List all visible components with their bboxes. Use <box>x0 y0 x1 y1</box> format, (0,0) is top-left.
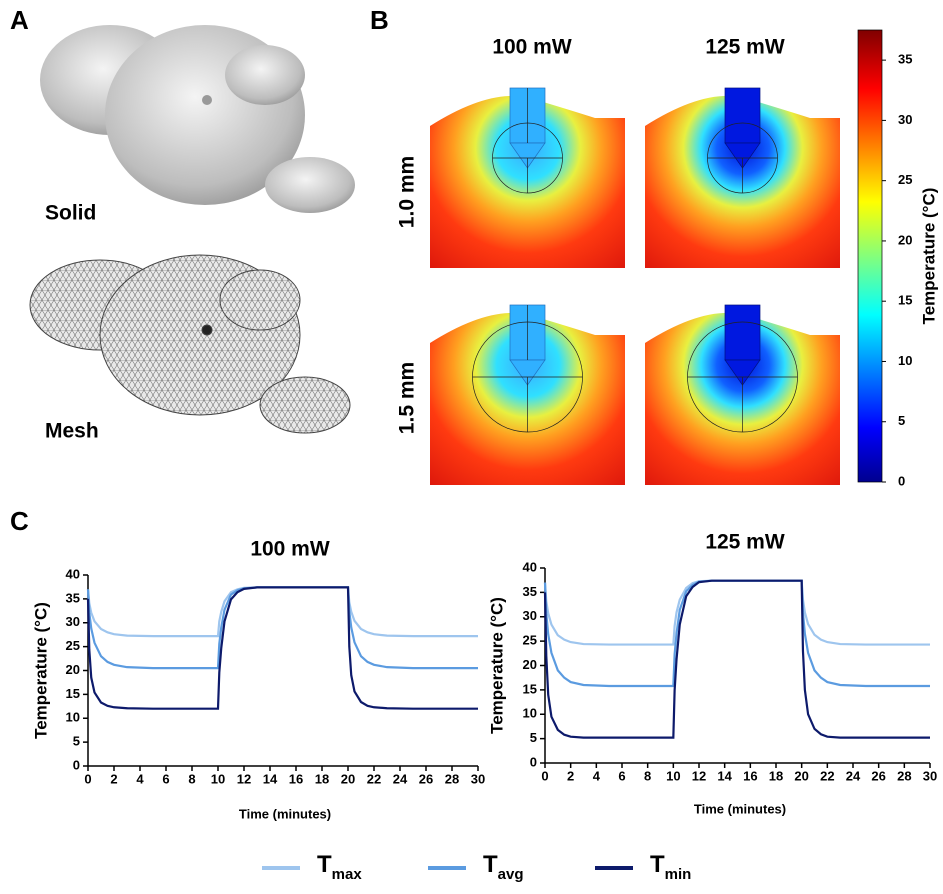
heatmap <box>430 305 625 485</box>
x-tick-label: 12 <box>237 771 251 786</box>
legend-label: Tmax <box>317 851 362 883</box>
row-header: 1.0 mm <box>396 156 419 228</box>
colorbar-tick-label: 25 <box>898 172 912 187</box>
legend-label: Tmin <box>650 851 691 883</box>
colorbar-tick-label: 10 <box>898 353 912 368</box>
x-tick-label: 30 <box>923 768 937 783</box>
x-tick-label: 4 <box>136 771 144 786</box>
x-tick-label: 6 <box>618 768 625 783</box>
x-tick-label: 0 <box>541 768 548 783</box>
y-axis-label: Temperature (°C) <box>487 597 506 734</box>
x-axis-label: Time (minutes) <box>694 801 786 816</box>
x-tick-label: 2 <box>567 768 574 783</box>
series-line <box>88 587 478 668</box>
brain-solid <box>40 25 355 213</box>
y-tick-label: 5 <box>530 730 537 745</box>
chart-title: 100 mW <box>250 538 330 561</box>
panel-label: A <box>10 5 29 35</box>
colorbar-tick-label: 35 <box>898 52 912 67</box>
y-tick-label: 35 <box>523 584 537 599</box>
y-tick-label: 25 <box>66 638 80 653</box>
x-tick-label: 8 <box>188 771 195 786</box>
column-header: 125 mW <box>705 36 785 59</box>
colorbar-tick-label: 15 <box>898 293 912 308</box>
heatmap <box>645 305 840 485</box>
chart-title: 125 mW <box>705 531 785 554</box>
brain-label: Solid <box>45 202 96 225</box>
y-tick-label: 25 <box>523 633 537 648</box>
colorbar <box>858 30 882 482</box>
x-tick-label: 10 <box>211 771 225 786</box>
x-tick-label: 26 <box>871 768 885 783</box>
x-tick-label: 16 <box>289 771 303 786</box>
series-line <box>545 581 930 645</box>
x-tick-label: 12 <box>692 768 706 783</box>
x-tick-label: 18 <box>315 771 329 786</box>
x-tick-label: 4 <box>593 768 601 783</box>
panel-label: C <box>10 506 29 536</box>
x-tick-label: 6 <box>162 771 169 786</box>
y-tick-label: 10 <box>66 710 80 725</box>
x-tick-label: 24 <box>846 768 861 783</box>
column-header: 100 mW <box>492 36 572 59</box>
x-tick-label: 18 <box>769 768 783 783</box>
series-line <box>88 587 478 636</box>
x-axis-label: Time (minutes) <box>239 806 331 821</box>
y-tick-label: 40 <box>523 559 537 574</box>
x-tick-label: 28 <box>445 771 459 786</box>
y-tick-label: 0 <box>530 754 537 769</box>
panel-label: B <box>370 5 389 35</box>
x-tick-label: 22 <box>367 771 381 786</box>
legend-label: Tavg <box>483 851 524 883</box>
x-tick-label: 26 <box>419 771 433 786</box>
y-tick-label: 15 <box>523 681 537 696</box>
y-tick-label: 5 <box>73 734 80 749</box>
x-tick-label: 22 <box>820 768 834 783</box>
brain-label: Mesh <box>45 420 99 443</box>
series-line <box>545 581 930 686</box>
colorbar-label: Temperature (°C) <box>919 188 938 325</box>
y-tick-label: 20 <box>523 657 537 672</box>
x-tick-label: 28 <box>897 768 911 783</box>
y-tick-label: 30 <box>523 608 537 623</box>
y-tick-label: 30 <box>66 614 80 629</box>
colorbar-tick-label: 20 <box>898 232 912 247</box>
y-axis-label: Temperature (°C) <box>31 602 50 739</box>
y-tick-label: 10 <box>523 706 537 721</box>
x-tick-label: 14 <box>263 771 278 786</box>
x-tick-label: 2 <box>110 771 117 786</box>
row-header: 1.5 mm <box>396 362 419 434</box>
series-line <box>88 587 478 708</box>
figure: A Solid Mesh B 100 mW 125 mW 1.0 mm 1.5 … <box>0 0 943 894</box>
y-tick-label: 35 <box>66 590 80 605</box>
brain-mesh <box>30 255 350 433</box>
x-tick-label: 24 <box>393 771 408 786</box>
x-tick-label: 16 <box>743 768 757 783</box>
y-tick-label: 0 <box>73 757 80 772</box>
colorbar-tick-label: 5 <box>898 413 905 428</box>
x-tick-label: 14 <box>717 768 732 783</box>
x-tick-label: 20 <box>794 768 808 783</box>
y-tick-label: 15 <box>66 686 80 701</box>
x-tick-label: 30 <box>471 771 485 786</box>
x-tick-label: 10 <box>666 768 680 783</box>
y-tick-label: 20 <box>66 662 80 677</box>
series-line <box>545 581 930 738</box>
x-tick-label: 20 <box>341 771 355 786</box>
y-tick-label: 40 <box>66 566 80 581</box>
x-tick-label: 8 <box>644 768 651 783</box>
heatmap <box>645 88 840 268</box>
colorbar-tick-label: 0 <box>898 473 905 488</box>
colorbar-tick-label: 30 <box>898 112 912 127</box>
x-tick-label: 0 <box>84 771 91 786</box>
heatmap <box>430 88 625 268</box>
